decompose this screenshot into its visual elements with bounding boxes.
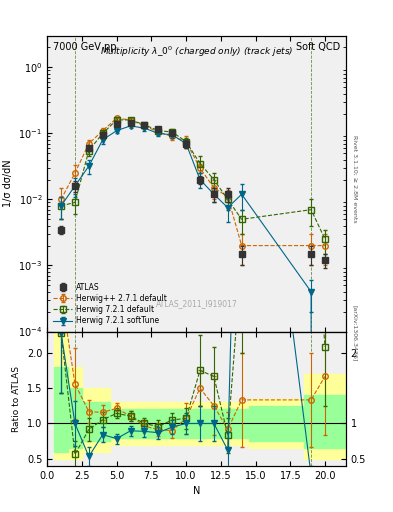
Text: [arXiv:1306.3436]: [arXiv:1306.3436] bbox=[352, 305, 357, 361]
Bar bbox=[110, 409, 249, 438]
Bar bbox=[68, 367, 82, 459]
Bar bbox=[54, 367, 68, 452]
Legend: ATLAS, Herwig++ 2.7.1 default, Herwig 7.2.1 default, Herwig 7.2.1 softTune: ATLAS, Herwig++ 2.7.1 default, Herwig 7.… bbox=[51, 280, 169, 328]
X-axis label: N: N bbox=[193, 486, 200, 496]
Bar bbox=[304, 374, 346, 459]
Bar bbox=[304, 395, 346, 448]
Bar bbox=[249, 399, 304, 448]
Bar bbox=[249, 406, 304, 441]
Text: Rivet 3.1.10; ≥ 2.8M events: Rivet 3.1.10; ≥ 2.8M events bbox=[352, 135, 357, 223]
Text: Multiplicity $\lambda\_0^0$ (charged only) (track jets): Multiplicity $\lambda\_0^0$ (charged onl… bbox=[100, 45, 293, 59]
Bar bbox=[82, 388, 110, 452]
Y-axis label: 1/σ dσ/dN: 1/σ dσ/dN bbox=[2, 160, 13, 207]
Bar bbox=[82, 402, 110, 441]
Text: Soft QCD: Soft QCD bbox=[296, 42, 340, 52]
Text: 7000 GeV pp: 7000 GeV pp bbox=[53, 42, 117, 52]
Bar bbox=[68, 388, 82, 448]
Bar bbox=[110, 402, 249, 445]
Y-axis label: Ratio to ATLAS: Ratio to ATLAS bbox=[12, 366, 21, 432]
Text: ATLAS_2011_I919017: ATLAS_2011_I919017 bbox=[156, 299, 237, 308]
Bar bbox=[54, 332, 68, 459]
